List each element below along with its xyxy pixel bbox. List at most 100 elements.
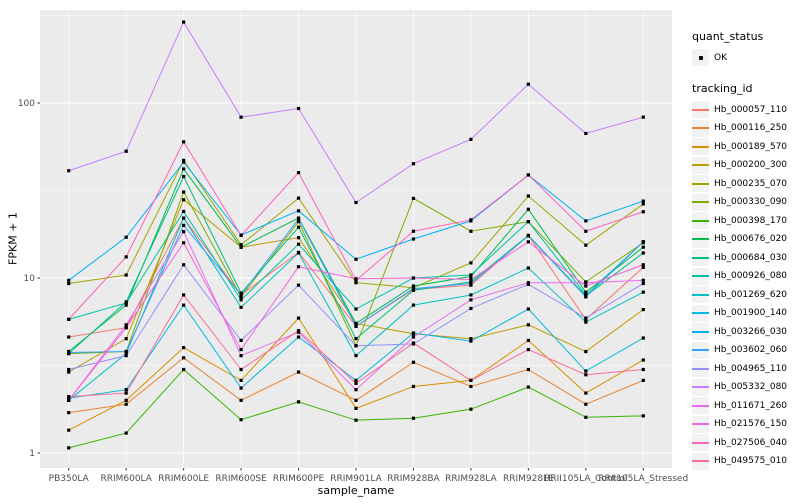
data-point: [296, 236, 301, 240]
data-point: [182, 223, 186, 227]
data-point: [411, 284, 416, 288]
data-point: [354, 388, 358, 392]
data-point: [182, 263, 186, 267]
data-point: [239, 354, 243, 358]
y-tick-label: 100: [18, 99, 35, 109]
legend-item-label: Hb_004965_110: [714, 363, 788, 374]
legend-item-label: Hb_005332_080: [714, 382, 788, 392]
data-point: [641, 307, 645, 312]
data-point: [124, 351, 128, 356]
legend-group-quant-status: quant_status OK: [692, 30, 798, 66]
data-point: [182, 198, 186, 202]
data-point: [67, 428, 71, 432]
data-point: [354, 381, 358, 385]
x-tick-label: RRIM928LE: [503, 474, 554, 484]
legend-item-label: Hb_001900_140: [714, 308, 788, 318]
data-point: [239, 378, 243, 382]
legend-key-box: [692, 415, 709, 433]
data-point: [584, 281, 588, 285]
data-point: [124, 235, 128, 239]
data-point: [296, 316, 301, 320]
data-point: [239, 305, 243, 309]
data-point: [641, 251, 645, 255]
data-point: [124, 388, 128, 392]
legend-item: Hb_000200_300: [692, 156, 798, 174]
data-point: [469, 293, 473, 297]
legend-tracking-entries: Hb_000057_110 Hb_000116_250 Hb_000189_570 H…: [692, 101, 798, 470]
data-point: [296, 106, 301, 111]
legend-key-line-icon: [692, 312, 709, 314]
data-point: [124, 326, 128, 330]
data-point: [469, 280, 473, 284]
data-point: [469, 337, 473, 341]
legend-item-label: Hb_000676_020: [714, 234, 788, 244]
data-point: [641, 199, 645, 203]
data-point: [469, 306, 473, 311]
y-axis-title: FPKM + 1: [6, 212, 20, 265]
data-point: [124, 431, 128, 435]
legend-key-line-icon: [692, 201, 709, 203]
data-point: [641, 367, 645, 372]
legend-item-label: Hb_000398_170: [714, 215, 788, 226]
data-point: [411, 162, 416, 166]
data-point: [124, 149, 128, 153]
data-point: [469, 261, 473, 265]
data-point: [641, 290, 645, 294]
data-point: [469, 384, 473, 389]
legend-item-label: Hb_000235_070: [714, 178, 788, 189]
legend-key-box: [692, 119, 709, 137]
data-point: [124, 337, 128, 341]
data-point: [124, 255, 128, 259]
data-point: [239, 398, 243, 402]
data-point: [584, 131, 588, 136]
legend-item: Hb_000116_250: [692, 119, 798, 137]
data-point: [182, 160, 186, 164]
legend-item-label: Hb_000684_030: [714, 252, 788, 263]
data-point: [239, 245, 243, 249]
legend-key-box: [692, 156, 709, 174]
data-point: [296, 329, 301, 333]
data-point: [239, 367, 243, 372]
data-point: [124, 323, 128, 327]
legend-item: Hb_004965_110: [692, 360, 798, 377]
legend-item-label: OK: [714, 52, 727, 63]
data-point: [641, 281, 645, 286]
x-axis-title: sample_name: [317, 484, 395, 497]
data-point: [641, 210, 645, 214]
legend-key-box: [692, 304, 709, 322]
data-point: [641, 115, 645, 119]
legend-key-line-icon: [692, 367, 709, 370]
legend-title-tracking-id: tracking_id: [692, 82, 753, 95]
data-point: [584, 295, 588, 299]
data-point: [182, 241, 186, 245]
data-point: [411, 196, 416, 201]
legend-key-box: [692, 193, 709, 211]
data-point: [67, 398, 71, 402]
legend-item-label: Hb_001269_620: [714, 289, 788, 300]
x-tick-label: RRIM600LA: [100, 474, 152, 484]
data-point: [584, 229, 588, 233]
data-point: [239, 338, 243, 342]
data-point: [584, 219, 588, 223]
data-point: [354, 418, 358, 422]
data-point: [526, 173, 530, 177]
data-point: [124, 402, 128, 406]
legend-item: Hb_000189_570: [692, 138, 798, 155]
data-point: [67, 169, 71, 173]
legend-item-label: Hb_000057_110: [714, 104, 788, 115]
legend-key-line-icon: [692, 238, 709, 240]
data-point: [469, 277, 473, 282]
data-point: [526, 323, 530, 327]
data-point: [182, 356, 186, 360]
data-point: [296, 283, 301, 287]
legend-key-box: [692, 138, 709, 155]
data-point: [411, 335, 416, 339]
data-point: [641, 358, 645, 362]
legend-group-tracking-id: tracking_id Hb_000057_110 Hb_000116_250 Hb…: [692, 82, 798, 470]
data-point: [67, 446, 71, 450]
data-point: [182, 20, 186, 24]
data-point: [67, 335, 71, 339]
data-point: [469, 339, 473, 343]
data-point: [182, 174, 186, 179]
legend-item: Hb_000684_030: [692, 249, 798, 266]
